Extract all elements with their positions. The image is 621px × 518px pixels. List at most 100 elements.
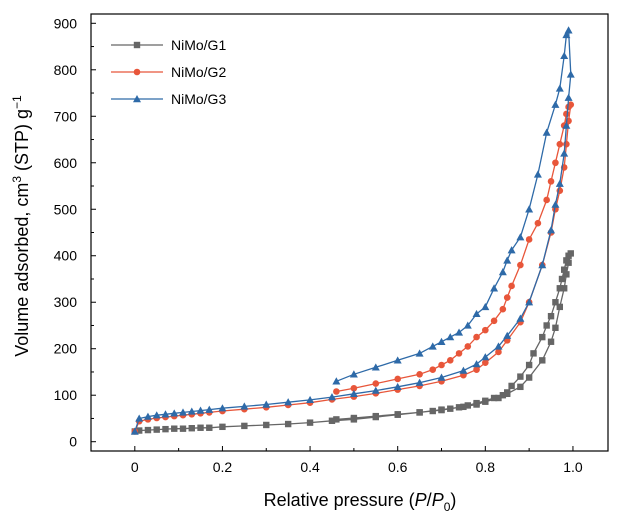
data-point: [555, 179, 564, 187]
legend-label: NiMo/G2: [171, 64, 226, 80]
data-point: [563, 271, 570, 278]
data-point: [464, 402, 471, 409]
data-point: [393, 356, 402, 364]
data-point: [525, 205, 534, 213]
data-point: [481, 353, 490, 361]
data-point: [437, 337, 446, 345]
data-point: [563, 110, 570, 118]
data-point: [494, 342, 503, 350]
data-point: [547, 226, 556, 234]
x-tick-label: 0.4: [300, 459, 320, 475]
data-point: [393, 382, 402, 391]
x-tick-label: 0.6: [388, 459, 408, 475]
legend-label: NiMo/G3: [171, 91, 226, 107]
data-point: [350, 414, 358, 422]
data-point: [188, 425, 195, 432]
y-tick-label: 0: [69, 434, 77, 450]
y-tick-label: 900: [54, 15, 78, 31]
data-point: [552, 324, 559, 332]
x-tick-label: 0.2: [213, 459, 233, 475]
data-point: [332, 377, 341, 385]
data-point: [447, 405, 454, 412]
data-point: [333, 388, 340, 395]
data-point: [560, 51, 569, 60]
series-line: [134, 102, 572, 432]
data-point: [170, 409, 179, 417]
data-point: [504, 389, 511, 396]
data-point: [551, 100, 560, 108]
data-point: [552, 159, 559, 167]
data-point: [562, 30, 571, 39]
data-point: [197, 424, 204, 431]
data-point: [482, 326, 489, 334]
data-point: [218, 404, 227, 412]
data-point: [455, 350, 463, 357]
series-nimo-g1: [131, 250, 574, 435]
data-point: [328, 417, 336, 424]
x-tick-label: 0: [131, 459, 139, 475]
x-axis-title-main: Relative pressure (: [264, 490, 415, 510]
data-point: [438, 406, 445, 414]
data-point: [437, 373, 446, 381]
data-point: [538, 261, 547, 269]
data-point: [473, 366, 480, 373]
data-point: [143, 412, 152, 420]
x-axis-title-p0: P: [432, 490, 444, 510]
y-tick-label: 800: [54, 62, 78, 78]
data-point: [371, 386, 380, 394]
data-point: [556, 303, 564, 311]
data-point: [562, 121, 571, 129]
data-point: [495, 394, 502, 402]
data-point: [135, 427, 143, 434]
data-point: [416, 409, 423, 416]
data-point: [533, 170, 542, 178]
x-axis-title: Relative pressure (P/P0): [264, 490, 457, 514]
data-point: [416, 370, 423, 378]
data-point: [517, 383, 524, 391]
data-point: [481, 302, 490, 311]
data-point: [534, 219, 542, 227]
y-tick-label: 300: [54, 294, 78, 310]
data-point: [446, 357, 454, 364]
y-tick-label: 700: [54, 108, 78, 124]
x-axis-title-close: ): [450, 490, 456, 510]
data-point: [539, 333, 546, 341]
data-point: [563, 140, 570, 148]
y-tick-label: 400: [54, 248, 78, 264]
data-point: [490, 284, 499, 292]
data-point: [472, 360, 481, 368]
data-point: [516, 233, 525, 241]
data-point: [179, 408, 188, 416]
data-point: [555, 84, 564, 92]
data-point: [516, 314, 525, 322]
data-point: [187, 407, 196, 415]
data-point: [206, 424, 213, 431]
data-point: [539, 357, 546, 364]
y-axis-title-supneg: −1: [10, 95, 24, 109]
y-tick-label: 200: [54, 341, 78, 357]
data-point: [438, 361, 445, 369]
data-point: [563, 257, 570, 264]
series-line: [134, 251, 572, 433]
data-point: [306, 419, 314, 426]
data-point: [428, 342, 437, 350]
data-point: [429, 366, 437, 373]
data-point: [446, 333, 455, 341]
data-point: [482, 397, 489, 404]
data-point: [490, 317, 498, 325]
data-point: [152, 411, 161, 419]
data-point: [161, 410, 170, 418]
data-point: [503, 294, 511, 301]
data-point: [415, 378, 424, 386]
data-point: [565, 252, 572, 259]
data-point: [558, 275, 566, 283]
data-point: [284, 398, 293, 406]
data-point: [394, 375, 401, 383]
y-tick-label: 100: [54, 387, 78, 403]
data-point: [564, 93, 573, 101]
data-point: [552, 299, 559, 306]
data-point: [565, 103, 572, 111]
x-axis-title-slash: /: [427, 490, 432, 510]
data-point: [543, 322, 550, 329]
